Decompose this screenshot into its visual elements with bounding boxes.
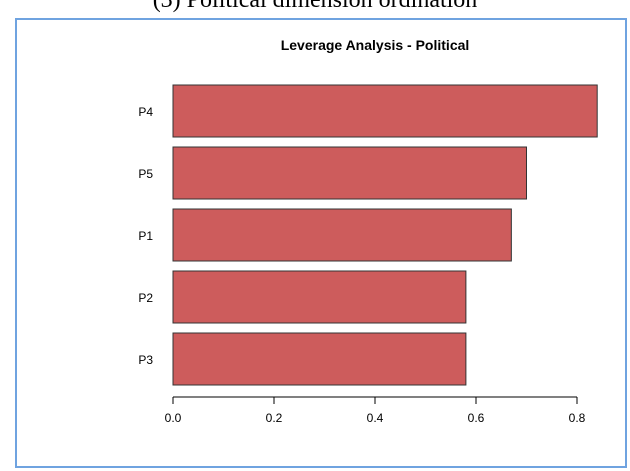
x-tick-label: 0.8 <box>569 411 586 425</box>
x-tick-label: 0.2 <box>266 411 283 425</box>
category-label-p3: P3 <box>138 353 153 367</box>
bar-p3 <box>172 332 467 386</box>
bars-layer: P4 P5 P1 P2 P3 <box>138 84 598 386</box>
category-label-p1: P1 <box>138 229 153 243</box>
x-tick-label: 0.6 <box>468 411 485 425</box>
bar-p4 <box>172 84 598 138</box>
bar-p2 <box>172 270 467 324</box>
chart-frame: Leverage Analysis - Political P4 P5 P1 P2 P3… <box>15 18 627 468</box>
x-tick-label: 0.0 <box>165 411 182 425</box>
chart-title: Leverage Analysis - Political <box>281 37 470 53</box>
bar-chart: Leverage Analysis - Political P4 P5 P1 P2 P3… <box>138 37 598 425</box>
bar-p1 <box>172 208 512 262</box>
figure-caption: (3) Political dimension ordination <box>152 0 478 13</box>
x-tick-label: 0.4 <box>367 411 384 425</box>
category-label-p2: P2 <box>138 291 153 305</box>
category-label-p5: P5 <box>138 167 153 181</box>
bar-p5 <box>172 146 527 200</box>
category-label-p4: P4 <box>138 105 153 119</box>
x-axis: 0.0 0.2 0.4 0.6 0.8 <box>165 396 586 425</box>
